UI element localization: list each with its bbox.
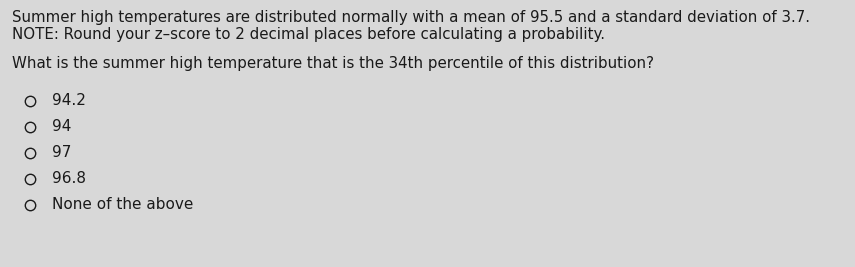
Text: What is the summer high temperature that is the 34th percentile of this distribu: What is the summer high temperature that…	[12, 56, 654, 72]
Text: 94.2: 94.2	[52, 93, 86, 108]
Text: 96.8: 96.8	[52, 171, 86, 186]
Text: Summer high temperatures are distributed normally with a mean of 95.5 and a stan: Summer high temperatures are distributed…	[12, 10, 810, 25]
Text: 94: 94	[52, 119, 71, 134]
Text: NOTE: Round your z–score to 2 decimal places before calculating a probability.: NOTE: Round your z–score to 2 decimal pl…	[12, 28, 605, 42]
Text: None of the above: None of the above	[52, 197, 193, 212]
Text: 97: 97	[52, 145, 71, 160]
